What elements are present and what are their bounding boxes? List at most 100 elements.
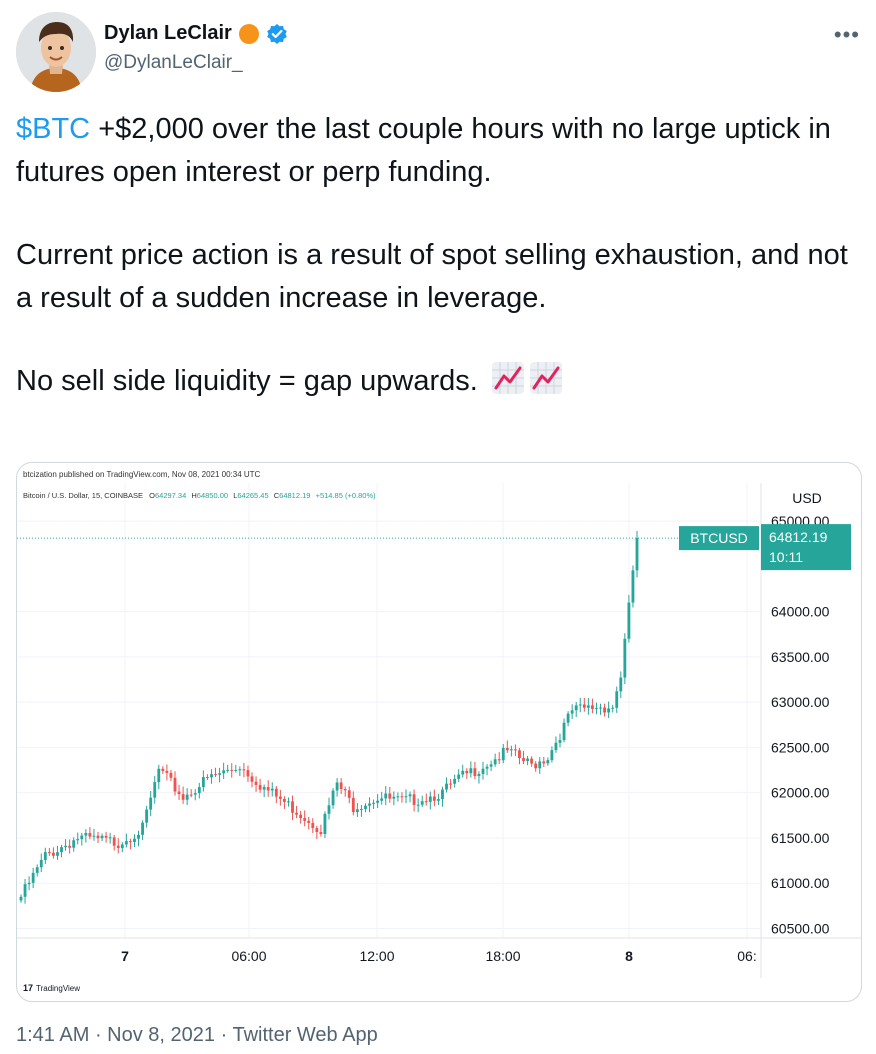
- tweet-line1-text: +$2,000 over the last couple hours with …: [16, 113, 831, 188]
- user-handle[interactable]: @DylanLeClair_: [104, 52, 243, 73]
- candle: [461, 764, 465, 778]
- candle: [56, 845, 59, 860]
- candle-body: [295, 812, 298, 815]
- candle: [185, 788, 189, 805]
- x-tick-label: 8: [625, 948, 633, 964]
- tweet-paragraph-2: Current price action is a result of spot…: [16, 239, 848, 314]
- candle-body: [287, 801, 290, 803]
- candle: [120, 842, 124, 853]
- candle: [157, 764, 161, 790]
- candle: [392, 791, 396, 806]
- x-tick-label: 06:00: [231, 948, 266, 964]
- candle-body: [595, 708, 598, 710]
- candle-body: [43, 852, 47, 860]
- candle-body: [501, 747, 505, 761]
- candle: [582, 697, 586, 712]
- candle-body: [47, 852, 51, 854]
- candle-body: [607, 708, 611, 713]
- candle: [591, 698, 594, 714]
- candle-body: [120, 844, 124, 848]
- candle-body: [303, 818, 307, 821]
- candle-body: [497, 759, 501, 761]
- candle-body: [88, 832, 92, 837]
- candle-body: [368, 803, 371, 806]
- candle: [23, 878, 27, 904]
- chart-increasing-icon: [491, 362, 524, 394]
- candle-body: [335, 782, 339, 791]
- candle: [193, 789, 197, 801]
- tweet-paragraph-3: No sell side liquidity = gap upwards.: [16, 360, 866, 403]
- candle: [619, 671, 623, 699]
- candle: [254, 776, 258, 792]
- candle: [206, 774, 209, 781]
- candle: [287, 797, 290, 807]
- candle-body: [177, 791, 181, 795]
- candle-body: [534, 763, 538, 769]
- candle: [432, 789, 436, 807]
- candle-body: [254, 781, 258, 785]
- candle-body: [52, 852, 55, 856]
- candle-body: [526, 758, 529, 761]
- candle-body: [262, 787, 266, 790]
- more-options-icon[interactable]: •••: [833, 22, 860, 47]
- candle: [238, 766, 242, 777]
- candle: [76, 832, 80, 845]
- y-tick-label: 64000.00: [771, 604, 830, 620]
- candle: [234, 764, 238, 773]
- candle-body: [197, 787, 201, 794]
- candle: [538, 757, 542, 774]
- candle: [526, 755, 529, 766]
- candle-body: [141, 822, 144, 835]
- candle-body: [35, 867, 39, 873]
- candle-body: [542, 761, 546, 764]
- candle: [173, 771, 177, 796]
- avatar[interactable]: [16, 12, 96, 92]
- candle: [124, 833, 128, 848]
- candle-body: [449, 783, 452, 785]
- x-tick-label: 12:00: [359, 948, 394, 964]
- candle-body: [538, 761, 542, 769]
- price-label-symbol-box: [679, 526, 759, 551]
- candle: [19, 894, 23, 903]
- candle: [445, 777, 448, 793]
- tweet-date[interactable]: Nov 8, 2021: [107, 1024, 216, 1046]
- candle-body: [457, 774, 461, 779]
- candle-body: [619, 677, 623, 692]
- candle: [469, 761, 473, 778]
- cashtag-link[interactable]: $BTC: [16, 113, 91, 145]
- candle: [453, 774, 457, 788]
- candle: [137, 830, 140, 847]
- candle-body: [278, 796, 282, 799]
- candle: [27, 876, 31, 891]
- candle-body: [469, 768, 473, 774]
- btc-candlestick-chart: btcization published on TradingView.com,…: [17, 470, 861, 993]
- candle: [165, 764, 169, 781]
- candle: [43, 847, 47, 865]
- candle-body: [380, 798, 384, 801]
- candle: [201, 770, 205, 792]
- candle: [246, 765, 250, 782]
- display-name[interactable]: Dylan LeClair: [104, 22, 232, 44]
- y-tick-label: 61000.00: [771, 875, 830, 891]
- candle: [335, 778, 339, 797]
- candle: [388, 786, 392, 803]
- tweet-source[interactable]: Twitter Web App: [232, 1024, 378, 1046]
- candle: [88, 827, 92, 840]
- tweet-time[interactable]: 1:41 AM: [16, 1024, 90, 1046]
- candle: [169, 769, 173, 781]
- candle-body: [566, 713, 570, 723]
- candle-body: [149, 797, 153, 810]
- candle: [60, 844, 63, 858]
- candle-body: [234, 770, 238, 772]
- candle: [509, 745, 513, 757]
- candle-body: [578, 704, 582, 706]
- candle: [274, 785, 278, 804]
- chart-image[interactable]: btcization published on TradingView.com,…: [16, 462, 862, 1002]
- candle-body: [396, 796, 400, 798]
- candle-body: [509, 749, 513, 751]
- candle: [595, 702, 598, 715]
- candle-body: [518, 750, 521, 759]
- candle: [68, 839, 72, 854]
- candle: [258, 778, 262, 793]
- tweet-paragraph-3-text: No sell side liquidity = gap upwards.: [16, 365, 478, 397]
